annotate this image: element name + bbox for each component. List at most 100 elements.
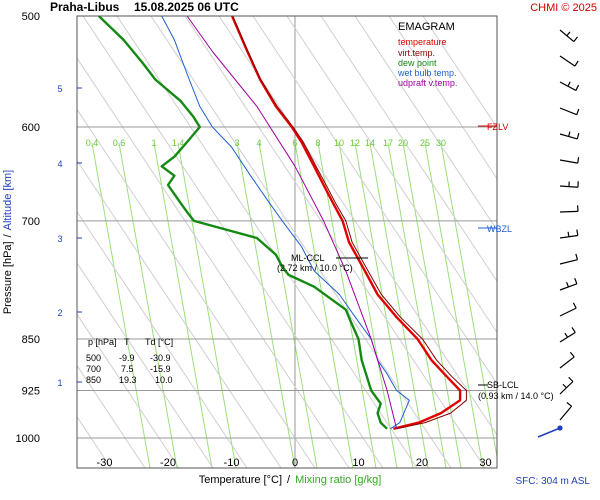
dry-adiabat — [388, 16, 497, 180]
temperature-tick-label: -30 — [97, 457, 113, 469]
datetime: 15.08.2025 06 UTC — [134, 0, 239, 14]
altitude-tick-label: 1 — [57, 378, 62, 388]
ylabel-altitude: Altitude [km] — [2, 170, 14, 231]
sounding-series — [97, 16, 467, 430]
mixing-ratio-label: 0.4 — [86, 138, 99, 148]
dry-adiabat — [77, 364, 146, 468]
legend-temperature: temperature — [398, 37, 447, 47]
copyright: CHMI © 2025 — [530, 2, 597, 14]
mixing-ratio-line — [294, 142, 354, 468]
xlabel-temp: Temperature [°C] — [199, 474, 282, 486]
mixing-ratio-line — [338, 142, 398, 468]
dry-adiabat — [116, 16, 418, 468]
wind-barb — [559, 253, 579, 265]
table-header-p: p [hPa] — [88, 337, 117, 347]
pressure-tick-label: 500 — [22, 11, 40, 23]
mixing-ratio-line — [402, 142, 462, 468]
wind-barb — [559, 181, 579, 188]
pressure-grid — [77, 126, 497, 439]
table-cell: 10.0 — [155, 375, 173, 385]
mixing-ratio-label: 14 — [365, 138, 375, 148]
series-dew-point — [97, 16, 388, 430]
dry-adiabat — [150, 16, 452, 468]
mixing-ratio-labels: 0.4 0.6 1 1.4 3 4 6 8 10 12 14 17 20 25 30 — [86, 138, 446, 148]
wind-barb — [559, 278, 578, 291]
mixing-ratio-line — [118, 142, 178, 468]
dry-adiabat — [82, 16, 384, 468]
mixing-ratio-label: 8 — [315, 138, 320, 148]
ylabel-sep: / — [2, 233, 14, 237]
table-header-td: Td [°C] — [145, 337, 173, 347]
fzlv-label: FZLV — [487, 122, 508, 132]
pressure-tick-labels: 500 600 700 850 925 1000 — [16, 11, 40, 445]
ml-ccl-annotation: ML-CCL (2.72 km / 10.0 °C) — [277, 253, 368, 273]
wind-barb — [559, 351, 575, 369]
ml-ccl-name: ML-CCL — [291, 253, 325, 263]
plot-frame — [76, 15, 498, 469]
mixing-ratio-label: 3 — [234, 138, 239, 148]
temperature-tick-labels: -30 -20 -10 0 10 20 30 — [97, 457, 492, 469]
temperature-tick-label: -20 — [160, 457, 176, 469]
xlabel-sep: / — [287, 474, 291, 486]
legend: EMAGRAM temperature virt.temp. dew point… — [397, 21, 457, 88]
mixing-ratio-line — [440, 142, 497, 460]
mixing-ratio-line — [424, 142, 484, 468]
mixing-ratio-line — [236, 142, 296, 468]
dry-adiabat — [252, 16, 497, 385]
y-axis-title: Pressure [hPa] / Altitude [km] — [2, 170, 14, 314]
mixing-ratio-line — [354, 142, 414, 468]
table-cell: -15.9 — [150, 364, 171, 374]
wind-barb — [559, 131, 580, 140]
table-cell: 7.5 — [121, 364, 134, 374]
mixing-ratio-line — [91, 142, 151, 468]
wind-barb — [559, 327, 576, 343]
mixing-ratio-label: 30 — [436, 138, 446, 148]
legend-title: EMAGRAM — [398, 21, 455, 33]
dry-adiabat — [77, 57, 350, 468]
table-cell: 700 — [86, 364, 101, 374]
wind-barb — [559, 402, 573, 421]
wind-barb — [559, 376, 574, 395]
mixing-ratio-label: 1 — [151, 138, 156, 148]
legend-updraft-vtemp: udpraft v.temp. — [398, 78, 457, 88]
table-cell: 19.3 — [119, 375, 137, 385]
pressure-tick-label: 850 — [22, 334, 40, 346]
dry-adiabat — [77, 210, 248, 468]
altitude-tick-labels: 1 2 3 4 5 — [57, 84, 82, 388]
mixing-ratio-label: 10 — [334, 138, 344, 148]
dry-adiabat-lines — [77, 16, 497, 468]
dry-adiabat — [218, 16, 497, 436]
altitude-tick-label: 5 — [57, 84, 62, 94]
mixing-ratio-lines — [91, 142, 497, 468]
sb-lcl-annotation: SB-LCL (0.93 km / 14.0 °C) — [478, 380, 554, 401]
temperature-tick-label: 30 — [479, 457, 491, 469]
surface-wind-dot — [557, 425, 563, 431]
series-temperature — [230, 16, 462, 430]
mixing-ratio-label: 4 — [256, 138, 261, 148]
wind-barb — [559, 302, 577, 317]
temperature-tick-label: 20 — [416, 457, 428, 469]
ml-ccl-detail: (2.72 km / 10.0 °C) — [277, 263, 353, 273]
wbzl-annotation: WBZL — [478, 224, 512, 234]
wind-barb — [559, 229, 579, 239]
wind-barb — [559, 29, 578, 43]
wind-barb — [559, 55, 579, 67]
wbzl-label: WBZL — [487, 224, 512, 234]
mixing-ratio-label: 6 — [292, 138, 297, 148]
table-cell: -9.9 — [119, 353, 135, 363]
table-header-t: T — [124, 337, 130, 347]
pressure-tick-label: 1000 — [16, 433, 40, 445]
wind-barb — [559, 205, 579, 213]
surface-wind-barb — [537, 427, 561, 438]
mixing-ratio-label: 12 — [350, 138, 360, 148]
pressure-tick-label: 925 — [22, 386, 40, 398]
dry-adiabat — [77, 159, 282, 468]
dry-adiabat — [77, 313, 180, 468]
altitude-tick-label: 4 — [57, 159, 62, 169]
xlabel-mix: Mixing ratio [g/kg] — [295, 474, 381, 486]
series-wet-bulb-temp — [161, 16, 410, 430]
dry-adiabat — [422, 16, 497, 129]
temperature-tick-label: 10 — [352, 457, 364, 469]
wind-barb — [559, 81, 580, 91]
